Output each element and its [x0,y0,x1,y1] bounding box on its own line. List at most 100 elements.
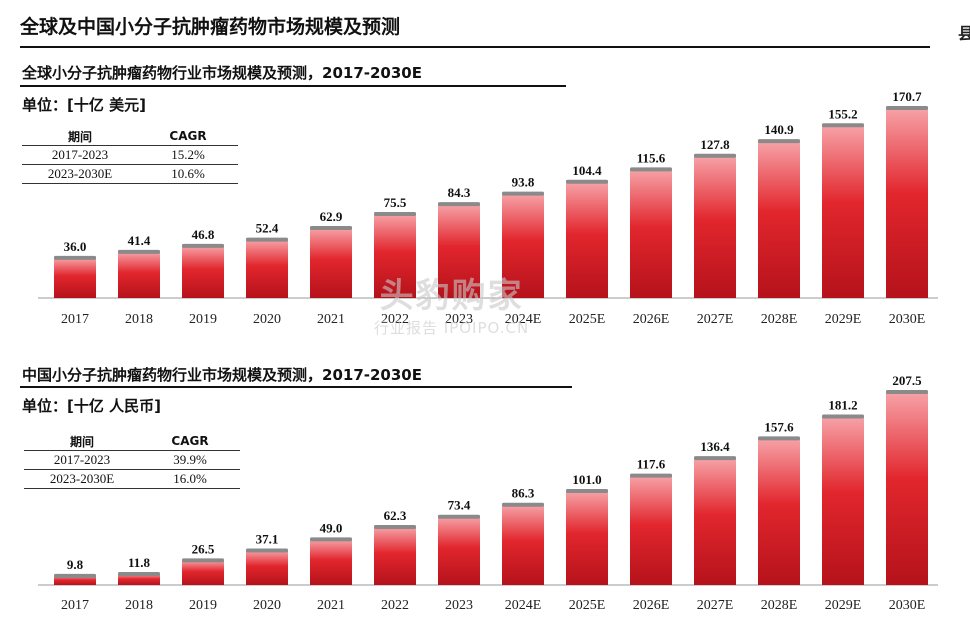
bar [118,251,160,298]
x-tick-label: 2023 [445,312,473,327]
bar [310,227,352,298]
data-label: 62.9 [320,209,343,224]
data-label: 101.0 [572,472,601,487]
bar [118,574,160,585]
x-tick-label: 2021 [317,312,345,327]
china-chart-title: 中国小分子抗肿瘤药物行业市场规模及预测，2017-2030E [22,366,422,384]
bar [502,504,544,585]
bar [630,169,672,298]
cagr-value: 39.9% [140,450,240,470]
x-tick-label: 2020 [253,312,281,327]
data-label: 84.3 [448,185,471,200]
bar [694,458,736,585]
x-tick-label: 2024E [505,598,542,613]
bar [438,516,480,585]
bar [886,392,928,585]
china-unit-label: 单位：[十亿 人民币] [22,397,161,415]
data-label: 46.8 [192,227,215,242]
data-label: 37.1 [256,531,279,546]
cagr-period: 2017-2023 [22,145,138,165]
bar [566,181,608,298]
bar-cap [694,153,736,158]
global-cagr-table: 期间 CAGR 2017-2023 15.2% 2023-2030E 10.6% [22,127,238,184]
china-chart-title-rule [20,386,572,388]
bar [374,213,416,298]
cagr-header-row: 期间 CAGR [22,127,238,146]
x-tick-label: 2021 [317,598,345,613]
cagr-period: 2023-2030E [24,469,140,489]
cagr-header-cagr: CAGR [169,129,207,143]
bar-cap [822,123,864,128]
china-market-chart-panel: 中国小分子抗肿瘤药物行业市场规模及预测，2017-2030E 单位：[十亿 人民… [0,362,970,617]
x-tick-label: 2027E [697,598,734,613]
data-label: 62.3 [384,508,407,523]
data-label: 136.4 [700,439,730,454]
bar [182,560,224,585]
global-chart-title-rule [20,85,566,87]
bar-cap [886,390,928,394]
page-title-rule [20,46,930,48]
data-label: 73.4 [448,498,471,513]
right-edge-glyph: 县 [958,24,970,43]
global-chart-title: 全球小分子抗肿瘤药物行业市场规模及预测，2017-2030E [22,64,422,82]
global-bar-chart: 36.0 2017 41.4 2018 46.8 2019 52.4 2020 62.9 2021… [38,89,938,327]
x-tick-label: 2018 [125,312,153,327]
data-label: 181.2 [828,397,857,412]
bar-cap [566,179,608,184]
global-market-chart-panel: 全球小分子抗肿瘤药物行业市场规模及预测，2017-2030E 单位：[十亿 美元… [0,56,970,334]
bar-cap [630,167,672,172]
bar-cap [182,558,224,563]
data-label: 157.6 [764,419,794,434]
bar-cap [310,537,352,542]
data-label: 86.3 [512,486,535,501]
bar-cap [758,139,800,144]
bar [438,204,480,298]
cagr-header-row: 期间 CAGR [24,432,240,451]
bar [758,438,800,585]
x-tick-label: 2020 [253,598,281,613]
data-label: 36.0 [64,239,87,254]
cagr-row: 2023-2030E 16.0% [24,469,240,489]
bar [758,141,800,298]
x-tick-label: 2022 [381,598,409,613]
bar-cap [374,525,416,530]
data-label: 41.4 [128,233,151,248]
bar [310,539,352,585]
data-label: 115.6 [637,150,666,165]
x-tick-label: 2017 [61,598,89,613]
china-bar-chart: 9.8 2017 11.8 2018 26.5 2019 37.1 2020 49.0 2021 6… [38,373,938,613]
bar-cap [438,514,480,519]
bar-cap [374,211,416,216]
bar-cap [502,191,544,196]
bar [246,550,288,585]
bar-cap [246,548,288,553]
bar-cap [758,436,800,441]
data-label: 49.0 [320,520,343,535]
bar-cap [118,249,160,254]
cagr-value: 15.2% [138,145,238,165]
x-tick-label: 2030E [889,598,926,613]
x-tick-label: 2026E [633,312,670,327]
x-tick-label: 2019 [189,598,217,613]
cagr-row: 2023-2030E 10.6% [22,164,238,184]
x-tick-label: 2026E [633,598,670,613]
bar-cap [886,106,928,110]
x-tick-label: 2027E [697,312,734,327]
x-tick-label: 2025E [569,312,606,327]
x-tick-label: 2024E [505,312,542,327]
bar-cap [310,225,352,230]
bar [694,155,736,298]
bar [566,491,608,585]
x-tick-label: 2028E [761,312,798,327]
data-label: 127.8 [700,137,730,152]
bar [54,257,96,298]
bar-cap [118,572,160,577]
data-label: 207.5 [892,373,922,388]
cagr-row: 2017-2023 15.2% [22,145,238,165]
bar-cap [630,473,672,478]
data-label: 75.5 [384,195,407,210]
bar-cap [438,202,480,207]
data-label: 11.8 [128,555,151,570]
bar [246,239,288,298]
china-cagr-table: 期间 CAGR 2017-2023 39.9% 2023-2030E 16.0% [24,432,240,489]
